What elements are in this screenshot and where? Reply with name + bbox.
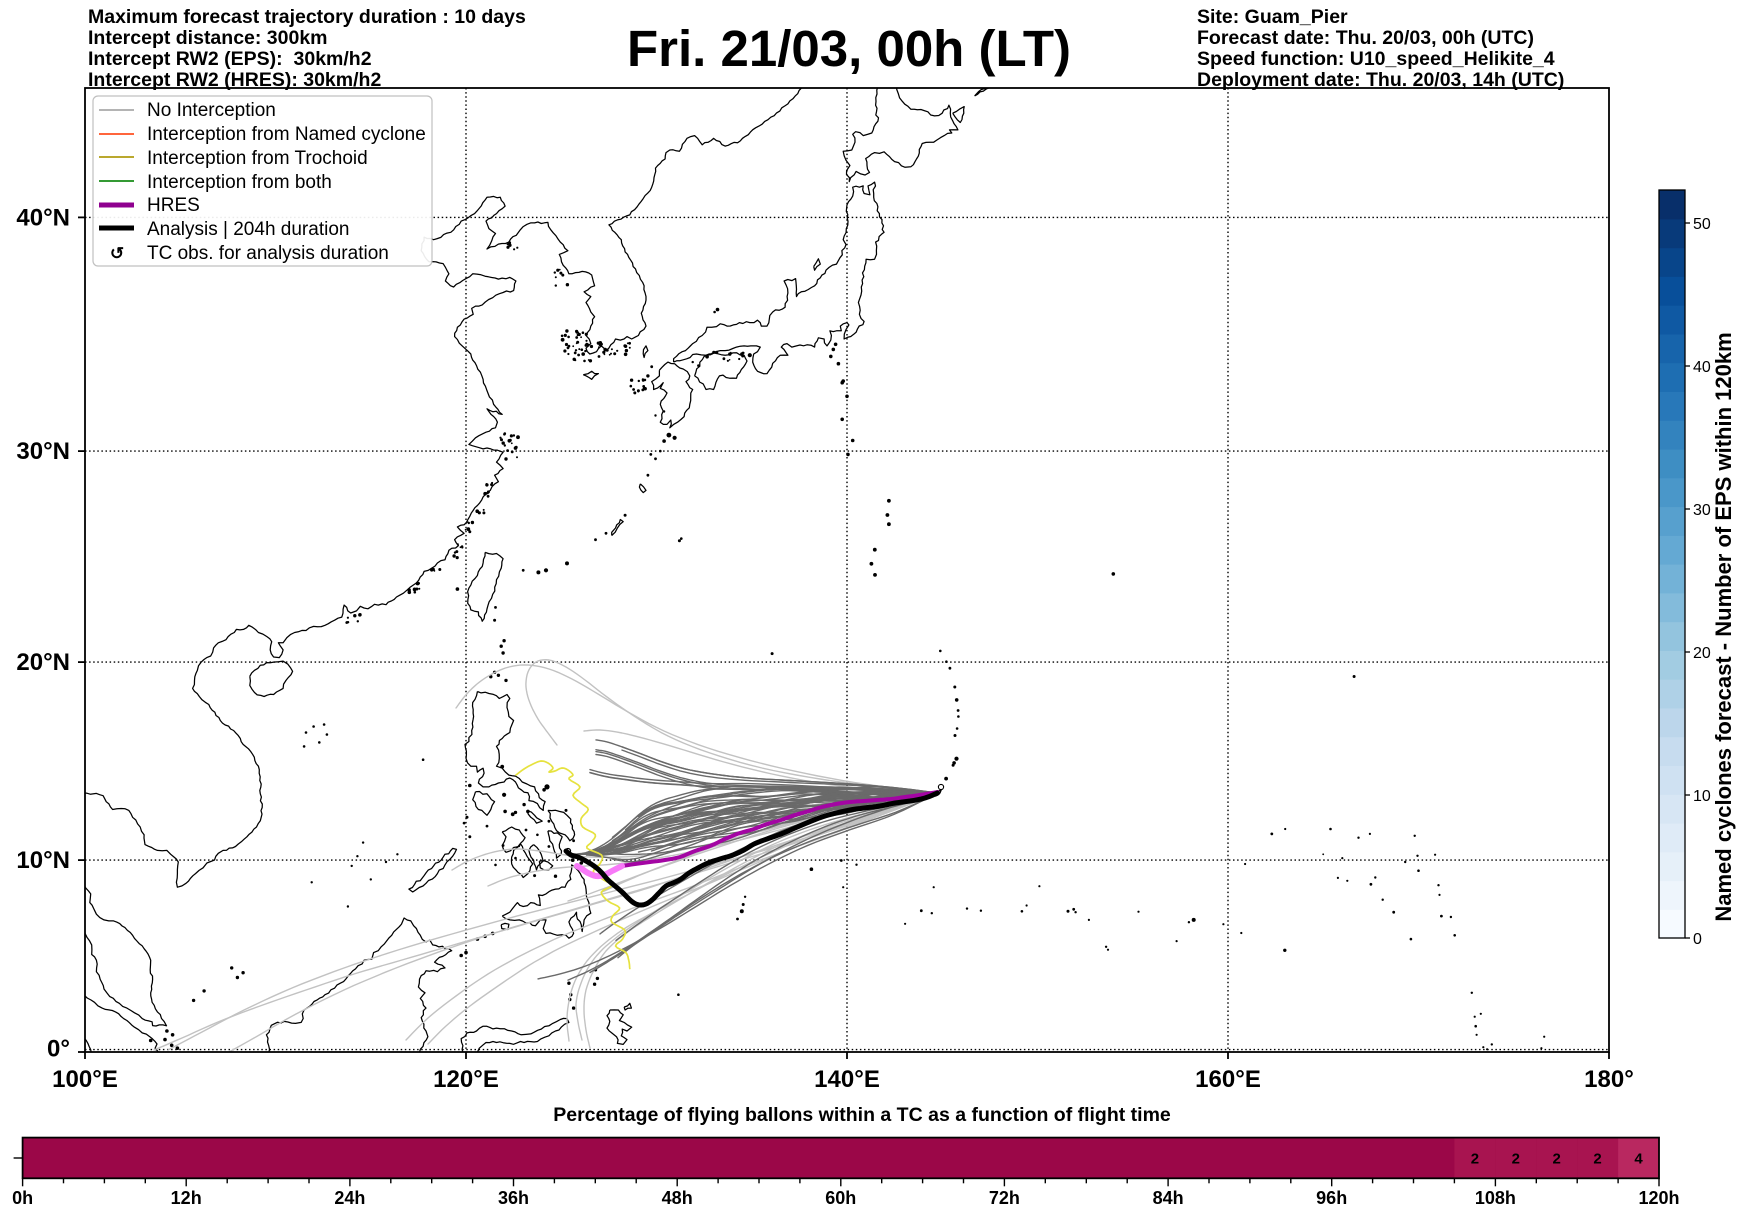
svg-text:140°E: 140°E [814, 1066, 880, 1093]
svg-text:180°: 180° [1584, 1066, 1634, 1093]
svg-text:30°N: 30°N [16, 438, 70, 465]
svg-text:↺: ↺ [110, 244, 124, 263]
svg-text:Site: Guam_Pier: Site: Guam_Pier [1197, 6, 1348, 28]
svg-text:0°: 0° [47, 1036, 70, 1063]
svg-text:10: 10 [1693, 788, 1711, 805]
svg-text:84h: 84h [1153, 1188, 1184, 1208]
svg-text:2: 2 [1471, 1150, 1479, 1167]
svg-text:2: 2 [1512, 1150, 1520, 1167]
svg-text:Intercept distance: 300km: Intercept distance: 300km [88, 27, 328, 49]
svg-text:2: 2 [1553, 1150, 1561, 1167]
svg-text:10°N: 10°N [16, 847, 70, 874]
svg-text:24h: 24h [334, 1188, 365, 1208]
svg-text:72h: 72h [989, 1188, 1020, 1208]
svg-text:Interception from Trochoid: Interception from Trochoid [147, 148, 368, 169]
svg-text:12h: 12h [171, 1188, 202, 1208]
svg-text:Deployment date: Thu. 20/03, 1: Deployment date: Thu. 20/03, 14h (UTC) [1197, 69, 1564, 91]
svg-text:50: 50 [1693, 216, 1711, 233]
svg-text:Forecast date: Thu. 20/03, 00h: Forecast date: Thu. 20/03, 00h (UTC) [1197, 27, 1534, 49]
svg-text:20: 20 [1693, 645, 1711, 662]
svg-text:0h: 0h [12, 1188, 33, 1208]
svg-text:120°E: 120°E [433, 1066, 499, 1093]
svg-text:40°N: 40°N [16, 204, 70, 231]
svg-text:30: 30 [1693, 502, 1711, 519]
svg-text:Fri. 21/03, 00h (LT): Fri. 21/03, 00h (LT) [627, 20, 1071, 77]
svg-text:Percentage of flying ballons w: Percentage of flying ballons within a TC… [553, 1104, 1171, 1126]
svg-text:Intercept RW2 (HRES): 30km/h2: Intercept RW2 (HRES): 30km/h2 [88, 69, 381, 91]
svg-text:Interception from Named cyclon: Interception from Named cyclone [147, 124, 426, 145]
svg-text:Intercept RW2 (EPS): 30km/h2: Intercept RW2 (EPS): 30km/h2 [88, 48, 372, 70]
svg-text:20°N: 20°N [16, 649, 70, 676]
svg-text:120h: 120h [1638, 1188, 1679, 1208]
svg-text:Interception from both: Interception from both [147, 172, 332, 193]
svg-text:96h: 96h [1316, 1188, 1347, 1208]
svg-text:40: 40 [1693, 359, 1711, 376]
svg-text:160°E: 160°E [1195, 1066, 1261, 1093]
svg-text:Maximum forecast trajectory du: Maximum forecast trajectory duration : 1… [88, 6, 526, 28]
svg-text:2: 2 [1593, 1150, 1601, 1167]
svg-text:108h: 108h [1475, 1188, 1516, 1208]
svg-text:48h: 48h [662, 1188, 693, 1208]
svg-text:36h: 36h [498, 1188, 529, 1208]
svg-text:0: 0 [1693, 931, 1702, 948]
svg-text:Named cyclones forecast - Numb: Named cyclones forecast - Number of EPS … [1711, 332, 1736, 921]
svg-text:4: 4 [1634, 1150, 1643, 1167]
svg-text:No Interception: No Interception [147, 100, 276, 121]
svg-text:60h: 60h [825, 1188, 856, 1208]
svg-text:100°E: 100°E [52, 1066, 118, 1093]
svg-text:HRES: HRES [147, 195, 200, 216]
svg-text:Speed function: U10_speed_Heli: Speed function: U10_speed_Helikite_4 [1197, 48, 1555, 70]
svg-text:Analysis | 204h duration: Analysis | 204h duration [147, 219, 349, 240]
svg-text:TC obs. for analysis duration: TC obs. for analysis duration [147, 243, 389, 264]
